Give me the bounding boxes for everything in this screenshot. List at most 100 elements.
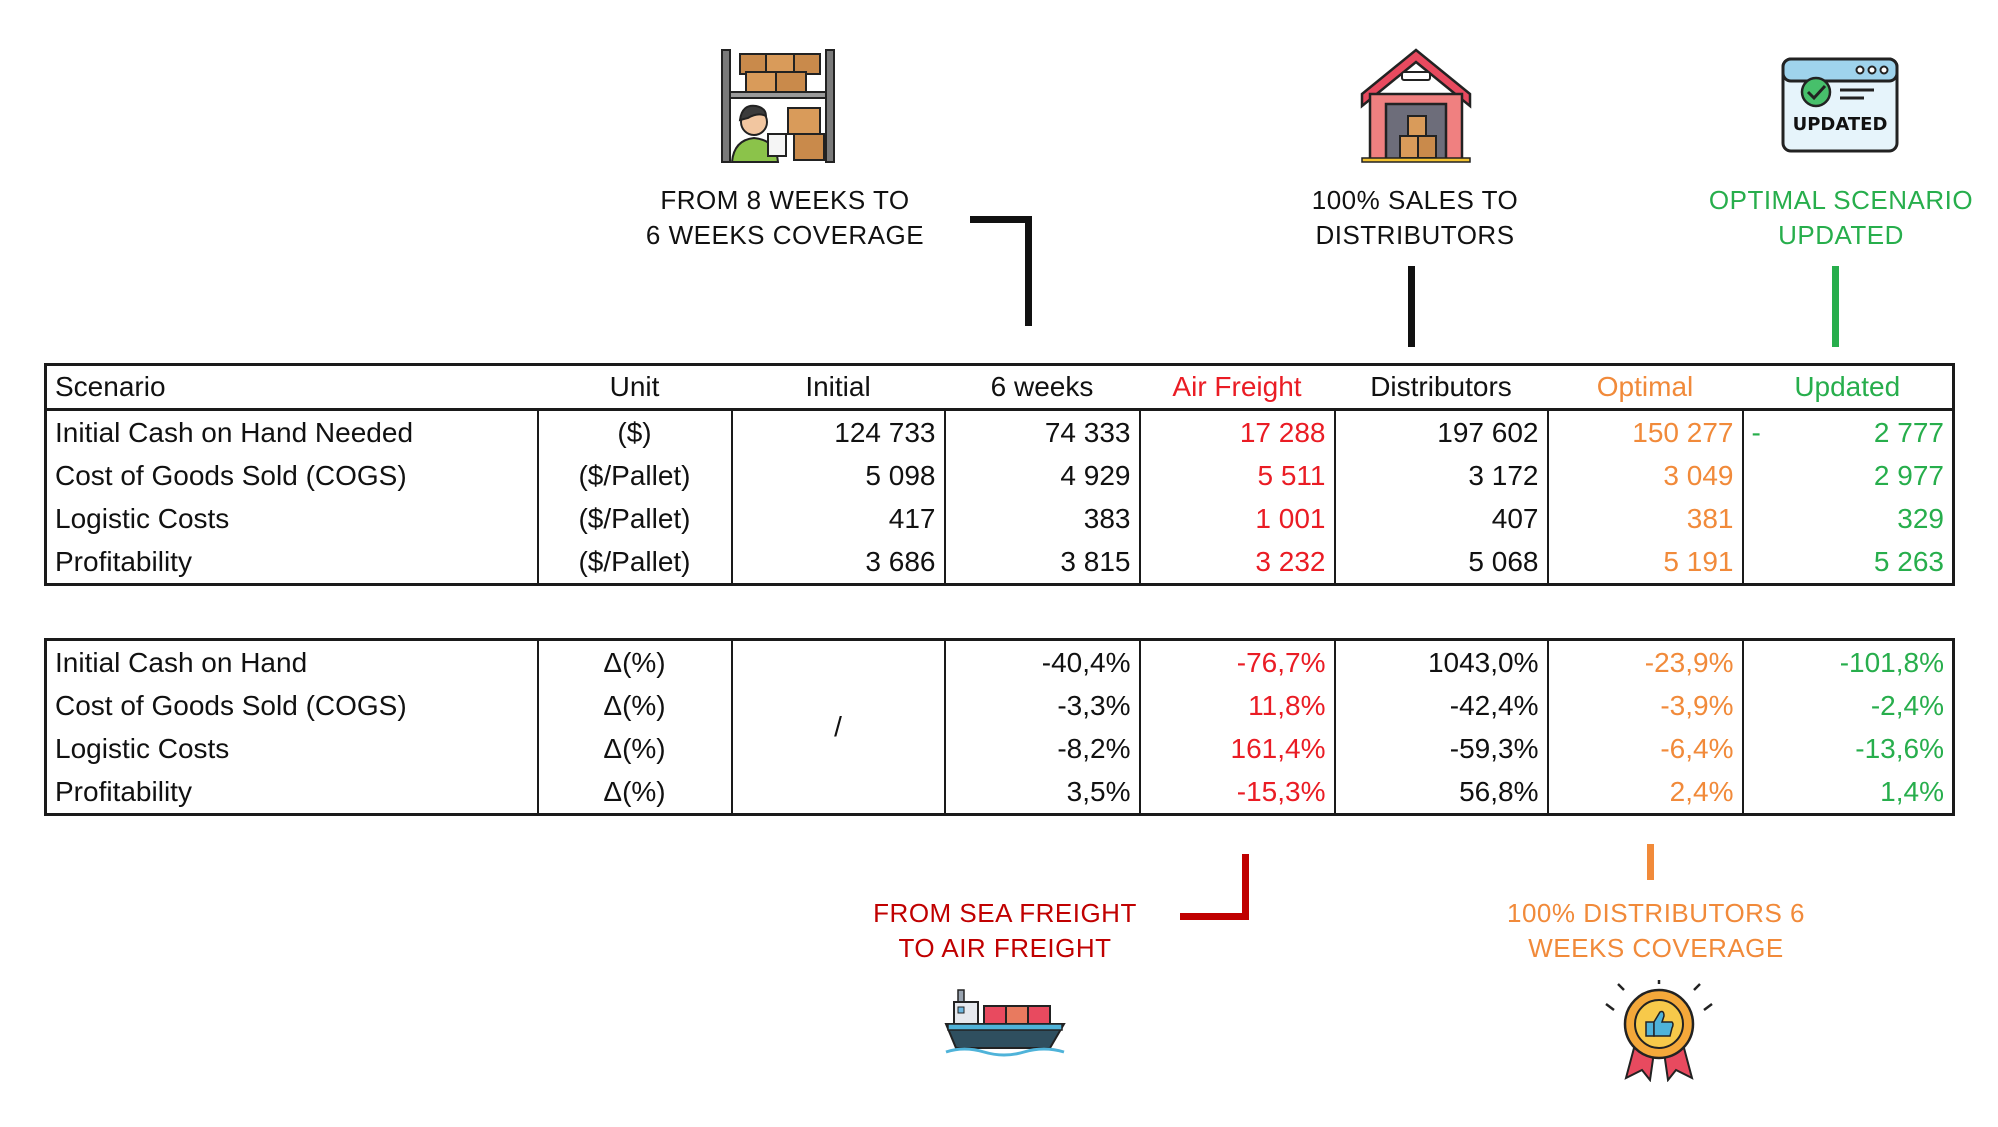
row-label: Logistic Costs [55, 732, 230, 764]
table-row: Initial Cash on Hand Needed ($) 124 733 … [46, 409, 1954, 454]
quality-badge-icon [1604, 980, 1714, 1083]
cell-6-weeks: -3,3% [943, 684, 1140, 727]
updated-value: 2 777 [1873, 416, 1944, 448]
cell-6-weeks: -40,4% [943, 639, 1140, 684]
callout-distributors-line1: 100% DISTRIBUTORS 6 [1506, 898, 1805, 928]
warehouse-icon [1356, 44, 1476, 164]
connector-weeks-v [1025, 216, 1032, 326]
cargo-ship-icon [944, 988, 1066, 1058]
cell-air-freight: 17 288 [1138, 409, 1335, 454]
row-label: Profitability [55, 545, 192, 577]
row-label: Cost of Goods Sold (COGS) [55, 459, 407, 491]
table-row: Initial Cash on Hand Δ(%) / -40,4% -76,7… [46, 639, 1954, 815]
cell-initial: 5 098 [730, 454, 945, 497]
callout-updated-line1: OPTIMAL SCENARIO [1708, 185, 1974, 215]
cell-6-weeks: -8,2% [943, 727, 1140, 770]
cell-optimal: 3 049 [1546, 454, 1743, 497]
cell-6-weeks: 4 929 [943, 454, 1140, 497]
row-unit: ($/Pallet) [536, 454, 732, 497]
cell-air-freight: 5 511 [1138, 454, 1335, 497]
cell-optimal: -3,9% [1546, 684, 1743, 727]
connector-air-h [1180, 913, 1249, 920]
callout-weeks-line1: FROM 8 WEEKS TO [660, 185, 910, 215]
cell-air-freight: -15,3% [1138, 770, 1335, 815]
row-label: Logistic Costs [55, 502, 230, 534]
cell-optimal: -6,4% [1546, 727, 1743, 770]
cell-6-weeks: 383 [943, 497, 1140, 540]
row-label: Cost of Goods Sold (COGS) [55, 689, 407, 721]
row-unit: ($/Pallet) [536, 540, 732, 585]
cell-updated: -13,6% [1741, 727, 1954, 770]
callout-sales: 100% SALES TO DISTRIBUTORS [1270, 183, 1560, 253]
cell-updated: 1,4% [1741, 770, 1954, 815]
cell-distributors: 197 602 [1333, 409, 1548, 454]
scenario-table: Scenario Unit Initial 6 weeks Air Freigh… [44, 363, 1955, 586]
row-unit: ($) [536, 409, 732, 454]
callout-updated: OPTIMAL SCENARIO UPDATED [1686, 183, 1996, 253]
callout-weeks-line2: 6 WEEKS COVERAGE [645, 220, 925, 250]
cell-initial: 124 733 [730, 409, 945, 454]
cell-air-freight: 1 001 [1138, 497, 1335, 540]
row-unit: Δ(%) [536, 727, 732, 770]
cell-updated: 329 [1741, 497, 1954, 540]
cell-distributors: 5 068 [1333, 540, 1548, 585]
cell-air-freight: -76,7% [1138, 639, 1335, 684]
callout-updated-line2: UPDATED [1778, 220, 1904, 250]
header-updated: Updated [1742, 364, 1954, 411]
cell-optimal: 381 [1546, 497, 1743, 540]
header-optimal: Optimal [1547, 364, 1743, 411]
delta-table: Initial Cash on Hand Δ(%) / -40,4% -76,7… [44, 638, 1955, 816]
cell-updated: -2,4% [1741, 684, 1954, 727]
updated-icon-text: UPDATED [1793, 114, 1888, 135]
cell-optimal: 2,4% [1546, 770, 1743, 815]
callout-distributors-line2: WEEKS COVERAGE [1528, 933, 1784, 963]
cell-distributors: 3 172 [1333, 454, 1548, 497]
cell-distributors: -42,4% [1333, 684, 1548, 727]
row-label: Initial Cash on Hand Needed [55, 416, 414, 448]
cell-initial: 417 [730, 497, 945, 540]
cell-6-weeks: 3 815 [943, 540, 1140, 585]
row-unit: ($/Pallet) [536, 497, 732, 540]
cell-distributors: 407 [1333, 497, 1548, 540]
cell-updated: 2 977 [1741, 454, 1954, 497]
row-unit: Δ(%) [536, 639, 732, 684]
table-row: Cost of Goods Sold (COGS) ($/Pallet) 5 0… [46, 454, 1954, 497]
header-6-weeks: 6 weeks [944, 364, 1140, 411]
callout-air-line2: TO AIR FREIGHT [898, 933, 1112, 963]
updated-browser-icon: UPDATED [1780, 56, 1900, 154]
header-unit: Unit [537, 364, 732, 411]
cell-optimal: -23,9% [1546, 639, 1743, 684]
callout-sales-line2: DISTRIBUTORS [1315, 220, 1515, 250]
table-row: Cost of Goods Sold (COGS) Δ(%) -3,3% 11,… [46, 684, 1954, 727]
cell-distributors: 1043,0% [1333, 639, 1548, 684]
table-header-row: Scenario Unit Initial 6 weeks Air Freigh… [45, 364, 1954, 411]
warehouse-worker-icon [718, 48, 838, 164]
callout-air: FROM SEA FREIGHT TO AIR FREIGHT [840, 896, 1170, 966]
connector-sales [1408, 266, 1415, 347]
cell-updated: - 2 777 [1741, 409, 1954, 454]
cell-air-freight: 11,8% [1138, 684, 1335, 727]
cell-distributors: -59,3% [1333, 727, 1548, 770]
header-scenario: Scenario [45, 364, 538, 411]
updated-sign: - [1751, 416, 1761, 448]
connector-weeks-h [970, 216, 1032, 223]
cell-6-weeks: 74 333 [943, 409, 1140, 454]
callout-weeks: FROM 8 WEEKS TO 6 WEEKS COVERAGE [620, 183, 950, 253]
row-label: Profitability [55, 775, 192, 807]
row-unit: Δ(%) [536, 684, 732, 727]
row-unit: Δ(%) [536, 770, 732, 815]
cell-updated: -101,8% [1741, 639, 1954, 684]
connector-updated [1832, 266, 1839, 347]
header-air-freight: Air Freight [1139, 364, 1335, 411]
cell-initial-placeholder: / [730, 639, 945, 815]
cell-updated: 5 263 [1741, 540, 1954, 585]
row-label: Initial Cash on Hand [55, 646, 308, 678]
callout-air-line1: FROM SEA FREIGHT [873, 898, 1137, 928]
table-row: Logistic Costs ($/Pallet) 417 383 1 001 … [46, 497, 1954, 540]
callout-distributors: 100% DISTRIBUTORS 6 WEEKS COVERAGE [1476, 896, 1836, 966]
cell-initial: 3 686 [730, 540, 945, 585]
header-initial: Initial [731, 364, 945, 411]
cell-distributors: 56,8% [1333, 770, 1548, 815]
cell-optimal: 150 277 [1546, 409, 1743, 454]
cell-air-freight: 3 232 [1138, 540, 1335, 585]
